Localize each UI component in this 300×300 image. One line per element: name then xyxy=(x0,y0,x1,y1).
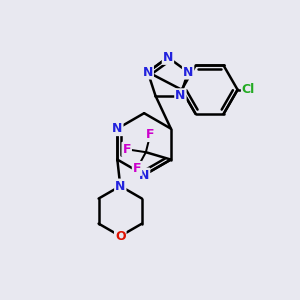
Text: Cl: Cl xyxy=(242,83,255,96)
Text: F: F xyxy=(122,143,131,156)
Text: N: N xyxy=(183,65,193,79)
Text: F: F xyxy=(146,128,154,141)
Text: N: N xyxy=(142,65,153,79)
Text: N: N xyxy=(175,89,186,102)
Text: O: O xyxy=(115,230,126,243)
Text: N: N xyxy=(112,122,122,135)
Text: N: N xyxy=(139,169,149,182)
Text: N: N xyxy=(115,180,125,193)
Text: F: F xyxy=(133,162,141,175)
Text: N: N xyxy=(163,51,173,64)
